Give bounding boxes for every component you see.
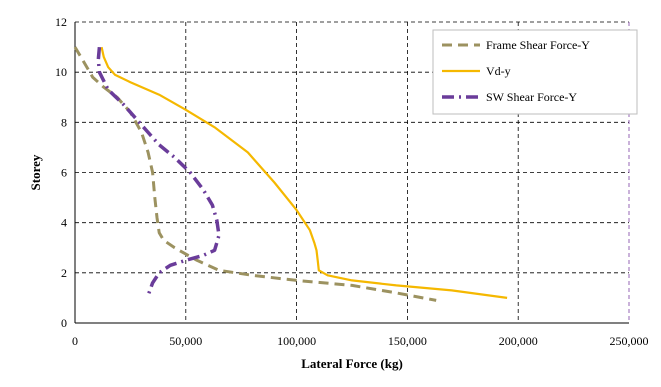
y-axis-title: Storey [28,154,43,190]
legend-label-vd: Vd-y [486,64,511,78]
y-tick-label: 12 [55,15,67,29]
y-tick-label: 8 [61,115,67,129]
y-tick-label: 2 [61,266,67,280]
y-tick-label: 0 [61,316,67,330]
legend-label-frame-shear: Frame Shear Force-Y [486,38,590,52]
x-tick-label: 0 [72,334,78,348]
x-tick-label: 200,000 [499,334,538,348]
y-tick-label: 4 [61,216,67,230]
y-tick-label: 6 [61,166,67,180]
ticks-layer: 0 50,000 100,000 150,000 200,000 250,000 0 2 4 6 8… [55,15,649,348]
series-line-0 [73,46,437,302]
y-tick-label: 10 [55,65,67,79]
x-tick-label: 150,000 [388,334,427,348]
legend: Frame Shear Force-Y Vd-y SW Shear Force-… [432,29,638,115]
x-tick-label: 50,000 [169,334,202,348]
series-line-1 [100,46,508,299]
axis-layer [74,22,629,324]
legend-label-sw-shear: SW Shear Force-Y [486,90,577,104]
series-layer [73,46,508,302]
x-tick-label: 100,000 [277,334,316,348]
x-axis-title: Lateral Force (kg) [301,356,403,371]
x-tick-label: 250,000 [610,334,649,348]
series-line-2 [96,46,221,296]
